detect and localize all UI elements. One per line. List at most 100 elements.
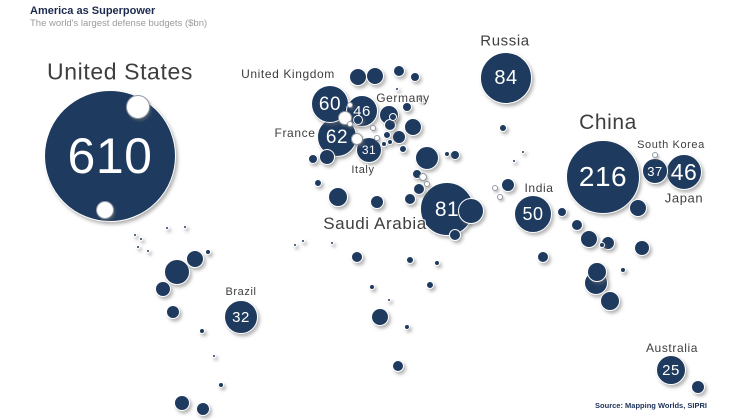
bubble-value: 46 <box>353 102 371 120</box>
page-title: America as Superpower <box>30 5 156 17</box>
minor-country-bubble <box>413 183 425 195</box>
minor-country-bubble <box>301 239 305 243</box>
minor-country-bubble <box>165 226 169 230</box>
minor-country-bubble <box>196 402 210 416</box>
white-ring-bubble <box>374 135 380 141</box>
white-ring-bubble <box>419 173 427 181</box>
minor-country-bubble <box>393 65 405 77</box>
minor-country-bubble <box>351 251 363 263</box>
country-label: France <box>274 126 316 140</box>
minor-country-bubble <box>387 139 393 145</box>
minor-country-bubble <box>369 284 375 290</box>
minor-country-bubble <box>406 256 414 264</box>
country-bubble: 50 <box>514 195 552 233</box>
bubble-value: 60 <box>318 93 342 115</box>
country-bubble: 46 <box>666 154 702 190</box>
minor-country-bubble <box>571 219 583 231</box>
minor-country-bubble <box>404 118 422 136</box>
white-ring-bubble <box>126 95 150 119</box>
white-ring-bubble <box>351 133 363 145</box>
minor-country-bubble <box>319 149 335 165</box>
country-label: Brazil <box>225 286 257 298</box>
minor-country-bubble <box>634 240 650 256</box>
minor-country-bubble <box>620 267 626 273</box>
minor-country-bubble <box>599 242 605 248</box>
bubble-value: 216 <box>578 161 628 192</box>
white-ring-bubble <box>424 181 430 187</box>
minor-country-bubble <box>212 354 216 358</box>
minor-country-bubble <box>166 305 180 319</box>
country-label: India <box>524 181 554 195</box>
country-label: Russia <box>480 32 530 50</box>
bubble-value: 31 <box>361 143 377 157</box>
minor-country-bubble <box>600 291 620 311</box>
country-bubble: 610 <box>44 90 176 222</box>
white-ring-bubble <box>492 185 498 191</box>
minor-country-bubble <box>417 94 425 102</box>
minor-country-bubble <box>328 187 348 207</box>
minor-country-bubble <box>691 380 705 394</box>
minor-country-bubble <box>174 395 190 411</box>
minor-country-bubble <box>155 281 171 297</box>
minor-country-bubble <box>404 193 416 205</box>
country-label: Italy <box>351 164 375 176</box>
minor-country-bubble <box>629 199 647 217</box>
bubble-value: 32 <box>232 308 250 326</box>
country-label: South Korea <box>637 139 705 151</box>
country-bubble: 216 <box>566 140 640 214</box>
bubble-value: 610 <box>67 128 153 184</box>
bubble-value: 46 <box>670 158 698 185</box>
minor-country-bubble <box>330 241 334 245</box>
minor-country-bubble <box>164 259 190 285</box>
country-bubble: 25 <box>656 355 686 385</box>
country-bubble: 84 <box>480 52 532 104</box>
country-label: United States <box>47 58 193 85</box>
bubble-value: 84 <box>494 67 518 89</box>
bubble-value: 50 <box>522 204 544 224</box>
minor-country-bubble <box>136 245 140 249</box>
bubble-value: 25 <box>662 361 680 379</box>
minor-country-bubble <box>205 249 211 255</box>
minor-country-bubble <box>587 262 607 282</box>
minor-country-bubble <box>366 67 384 85</box>
minor-country-bubble <box>415 146 439 170</box>
minor-country-bubble <box>512 159 516 163</box>
minor-country-bubble <box>501 178 515 192</box>
minor-country-bubble <box>186 250 204 268</box>
minor-country-bubble <box>404 324 410 330</box>
minor-country-bubble <box>293 243 297 247</box>
white-ring-bubble <box>497 194 503 200</box>
minor-country-bubble <box>392 130 406 144</box>
minor-country-bubble <box>383 131 391 139</box>
country-label: United Kingdom <box>241 67 335 81</box>
minor-country-bubble <box>399 145 407 153</box>
minor-country-bubble <box>370 195 384 209</box>
country-label: Saudi Arabia <box>323 214 427 233</box>
white-ring-bubble <box>370 125 376 131</box>
minor-country-bubble <box>537 251 549 263</box>
minor-country-bubble <box>199 328 205 334</box>
minor-country-bubble <box>434 260 440 266</box>
minor-country-bubble <box>139 237 143 241</box>
minor-country-bubble <box>426 281 434 289</box>
minor-country-bubble <box>389 113 397 121</box>
country-label: Germany <box>376 91 430 105</box>
minor-country-bubble <box>580 230 598 248</box>
minor-country-bubble <box>353 115 363 125</box>
minor-country-bubble <box>450 150 460 160</box>
bubble-value: 62 <box>325 126 349 148</box>
bubble-value: 81 <box>434 197 460 221</box>
white-ring-bubble <box>347 121 353 127</box>
white-ring-bubble <box>347 102 353 108</box>
minor-country-bubble <box>499 124 507 132</box>
white-ring-bubble <box>652 152 658 158</box>
minor-country-bubble <box>392 360 404 372</box>
minor-country-bubble <box>133 233 137 237</box>
minor-country-bubble <box>402 102 412 112</box>
minor-country-bubble <box>521 150 525 154</box>
minor-country-bubble <box>349 68 367 86</box>
minor-country-bubble <box>314 179 322 187</box>
minor-country-bubble <box>371 308 389 326</box>
